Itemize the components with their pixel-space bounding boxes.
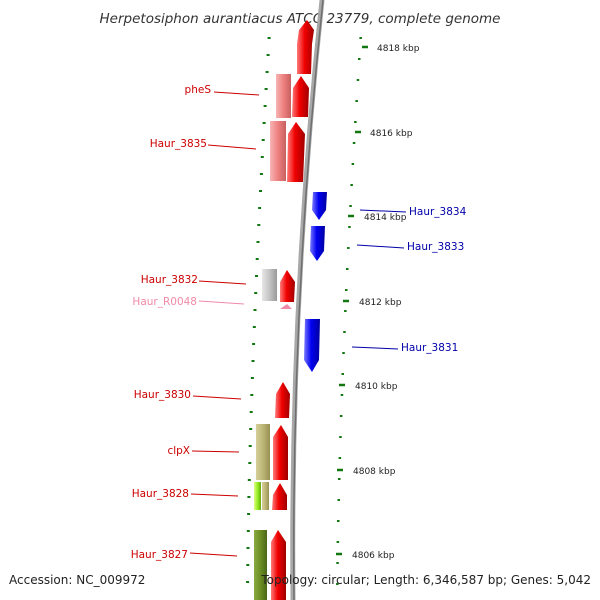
outer-track-genes [254, 74, 292, 600]
gene-label: Haur_3828 [132, 488, 189, 500]
gene-label: pheS [185, 84, 212, 96]
gene-label: Haur_3827 [131, 549, 188, 561]
gene-label: Haur_3830 [134, 389, 191, 401]
gene-arrow-haur-3835 [287, 122, 305, 182]
reverse-strand-genes [304, 192, 327, 372]
tick-rings [246, 37, 362, 585]
map-title: Herpetosiphon aurantiacus ATCC 23779, co… [100, 11, 501, 27]
gene-arrow-haur-3830 [275, 382, 290, 418]
scale-label: 4814 kbp [364, 213, 407, 223]
gene-arrow-haur-3833 [310, 226, 325, 261]
gene-arrow-top [297, 20, 314, 74]
accession-text: Accession: NC_009972 [9, 573, 146, 587]
genome-backbone [290, 0, 325, 600]
gene-arrow-haur-3834 [312, 192, 327, 220]
gene-labels: pheS Haur_3835 Haur_3834 Haur_3833 Haur_… [131, 84, 467, 561]
topology-text: Topology: circular; Length: 6,346,587 bp… [261, 573, 591, 587]
gene-block-phes [276, 74, 291, 118]
scale-label: 4806 kbp [352, 551, 395, 561]
scale-label: 4812 kbp [359, 298, 402, 308]
scale-labels: 4818 kbp 4816 kbp 4814 kbp 4812 kbp 4810… [336, 44, 420, 561]
gene-block-haur-3835 [270, 121, 286, 181]
gene-arrow-haur-3831 [304, 319, 320, 372]
gene-label: clpX [167, 445, 190, 457]
gene-arrow-haur-3832 [280, 270, 295, 302]
scale-label: 4818 kbp [377, 44, 420, 54]
label-leaders [189, 91, 407, 557]
gene-arrow-haur-3827-2 [271, 530, 286, 600]
gene-arrow-haur-3828-2 [272, 483, 287, 510]
gene-label: Haur_3834 [409, 206, 467, 218]
gene-block-haur-3832 [262, 269, 277, 301]
gene-block-haur-3827 [254, 530, 267, 600]
gene-label: Haur_3833 [407, 241, 464, 253]
gene-block-haur-3828-a [254, 482, 261, 510]
gene-label: Haur_3835 [150, 138, 207, 150]
gene-arrow-clpx-2 [273, 425, 288, 480]
gene-label: Haur_3831 [401, 342, 458, 354]
gene-arrow-phes-2 [292, 76, 309, 117]
scale-label: 4808 kbp [353, 467, 396, 477]
forward-strand-genes [271, 20, 314, 600]
gene-arrow-haur-r0048 [280, 304, 292, 309]
scale-label: 4816 kbp [370, 129, 413, 139]
gene-label: Haur_R0048 [132, 296, 197, 308]
gene-block-clpx [256, 424, 270, 480]
gene-block-haur-3828-b [262, 482, 269, 510]
scale-label: 4810 kbp [355, 382, 398, 392]
gene-label: Haur_3832 [141, 274, 198, 286]
